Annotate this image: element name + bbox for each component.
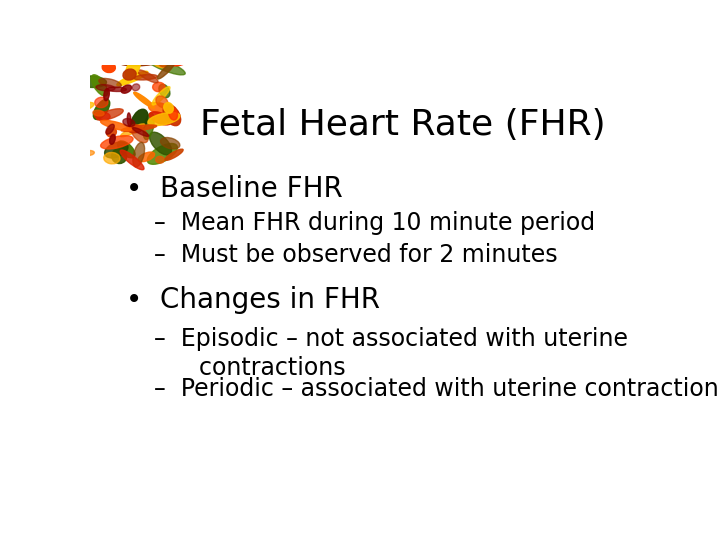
Ellipse shape bbox=[149, 112, 171, 125]
Ellipse shape bbox=[145, 57, 185, 75]
Ellipse shape bbox=[153, 82, 165, 92]
Ellipse shape bbox=[104, 89, 109, 100]
Ellipse shape bbox=[120, 150, 144, 170]
Ellipse shape bbox=[117, 141, 135, 158]
Ellipse shape bbox=[134, 92, 155, 108]
Ellipse shape bbox=[132, 143, 145, 167]
Text: –  Must be observed for 2 minutes: – Must be observed for 2 minutes bbox=[154, 243, 558, 267]
Ellipse shape bbox=[91, 75, 108, 96]
Ellipse shape bbox=[143, 113, 154, 139]
Ellipse shape bbox=[102, 62, 115, 72]
Ellipse shape bbox=[96, 109, 123, 120]
Ellipse shape bbox=[106, 124, 114, 134]
Ellipse shape bbox=[153, 58, 166, 68]
Ellipse shape bbox=[121, 85, 132, 93]
Ellipse shape bbox=[107, 87, 127, 91]
Ellipse shape bbox=[148, 144, 177, 164]
Ellipse shape bbox=[163, 104, 181, 126]
Ellipse shape bbox=[109, 134, 115, 144]
Ellipse shape bbox=[163, 103, 174, 113]
Text: –  Periodic – associated with uterine contractions: – Periodic – associated with uterine con… bbox=[154, 377, 720, 401]
Ellipse shape bbox=[94, 112, 110, 120]
Ellipse shape bbox=[161, 138, 180, 149]
Ellipse shape bbox=[96, 85, 115, 91]
Ellipse shape bbox=[158, 59, 166, 67]
Text: –  Episodic – not associated with uterine
      contractions: – Episodic – not associated with uterine… bbox=[154, 327, 628, 381]
Ellipse shape bbox=[101, 120, 132, 131]
Ellipse shape bbox=[159, 84, 170, 98]
Ellipse shape bbox=[73, 132, 89, 138]
Text: •  Baseline FHR: • Baseline FHR bbox=[126, 175, 343, 203]
Ellipse shape bbox=[138, 70, 158, 83]
Text: Fetal Heart Rate (FHR): Fetal Heart Rate (FHR) bbox=[199, 109, 606, 143]
Ellipse shape bbox=[166, 57, 186, 66]
Ellipse shape bbox=[150, 132, 171, 155]
Text: •  Changes in FHR: • Changes in FHR bbox=[126, 286, 380, 314]
Ellipse shape bbox=[127, 113, 131, 126]
Ellipse shape bbox=[93, 110, 104, 116]
Ellipse shape bbox=[168, 107, 177, 120]
Ellipse shape bbox=[99, 78, 121, 87]
Ellipse shape bbox=[117, 71, 148, 86]
Ellipse shape bbox=[158, 62, 175, 79]
Ellipse shape bbox=[131, 109, 148, 132]
Ellipse shape bbox=[123, 69, 136, 80]
Ellipse shape bbox=[95, 97, 108, 107]
Ellipse shape bbox=[104, 142, 128, 158]
Ellipse shape bbox=[123, 118, 135, 126]
Ellipse shape bbox=[152, 86, 170, 105]
Ellipse shape bbox=[131, 124, 148, 143]
Ellipse shape bbox=[156, 96, 168, 107]
Ellipse shape bbox=[68, 103, 94, 113]
Ellipse shape bbox=[132, 84, 140, 91]
Ellipse shape bbox=[128, 126, 142, 133]
Ellipse shape bbox=[112, 148, 127, 164]
Ellipse shape bbox=[156, 156, 164, 163]
Ellipse shape bbox=[148, 103, 169, 114]
Ellipse shape bbox=[107, 127, 117, 137]
Ellipse shape bbox=[82, 151, 94, 156]
Ellipse shape bbox=[138, 152, 155, 161]
Ellipse shape bbox=[132, 127, 149, 137]
Ellipse shape bbox=[73, 89, 86, 95]
Ellipse shape bbox=[125, 57, 140, 79]
Ellipse shape bbox=[134, 75, 158, 80]
Ellipse shape bbox=[104, 152, 120, 164]
Text: –  Mean FHR during 10 minute period: – Mean FHR during 10 minute period bbox=[154, 211, 595, 235]
Ellipse shape bbox=[121, 125, 157, 131]
Ellipse shape bbox=[101, 136, 133, 149]
Ellipse shape bbox=[165, 149, 183, 160]
Ellipse shape bbox=[76, 111, 83, 127]
Ellipse shape bbox=[94, 99, 109, 119]
Ellipse shape bbox=[120, 60, 156, 66]
Ellipse shape bbox=[75, 76, 107, 87]
Ellipse shape bbox=[148, 112, 180, 125]
Ellipse shape bbox=[120, 124, 145, 137]
